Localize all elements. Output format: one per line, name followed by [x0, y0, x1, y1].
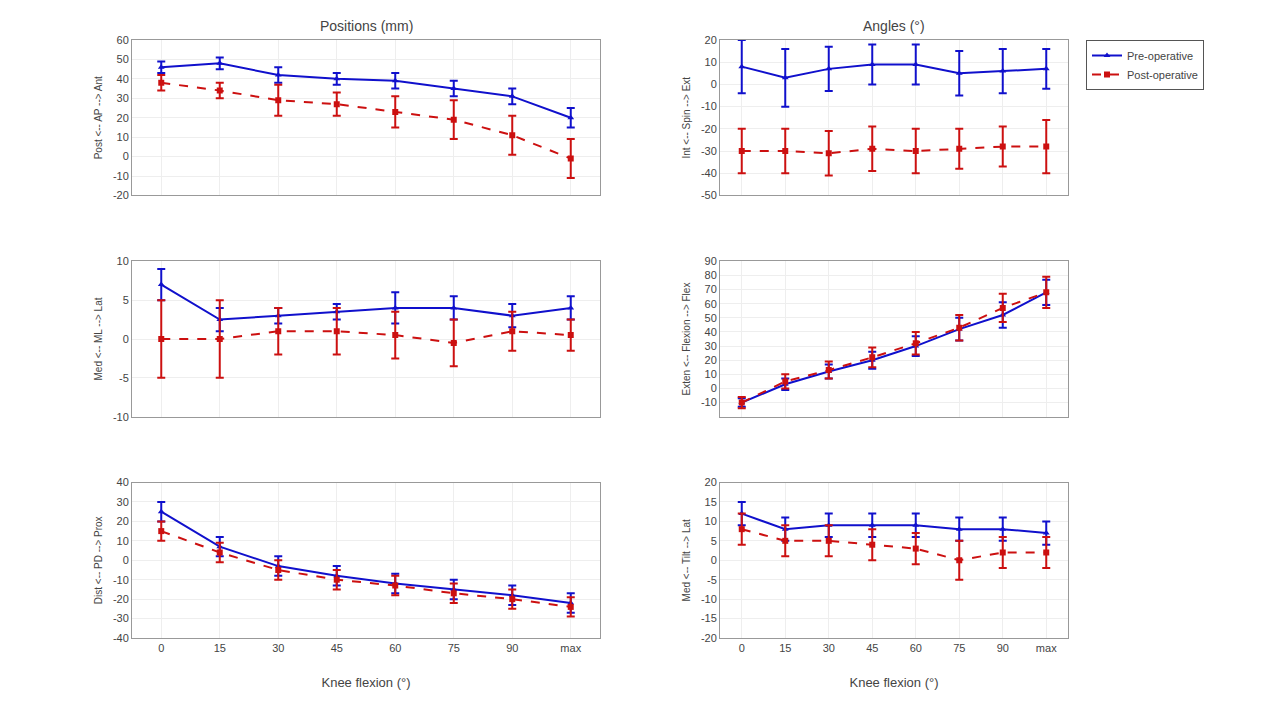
- svg-text:90: 90: [997, 642, 1009, 654]
- svg-text:0: 0: [711, 554, 717, 566]
- svg-text:-20: -20: [701, 632, 717, 644]
- svg-text:Knee flexion (°): Knee flexion (°): [321, 675, 410, 690]
- svg-text:75: 75: [448, 642, 460, 654]
- svg-text:0: 0: [739, 642, 745, 654]
- svg-text:-30: -30: [113, 612, 129, 624]
- svg-text:20: 20: [117, 112, 129, 124]
- svg-text:10: 10: [705, 56, 717, 68]
- svg-text:20: 20: [705, 354, 717, 366]
- svg-text:5: 5: [711, 535, 717, 547]
- svg-text:0: 0: [711, 78, 717, 90]
- svg-text:Post <-- AP --> Ant: Post <-- AP --> Ant: [93, 76, 104, 159]
- svg-text:Med <-- ML --> Lat: Med <-- ML --> Lat: [93, 297, 104, 380]
- svg-text:-20: -20: [113, 593, 129, 605]
- svg-text:0: 0: [123, 150, 129, 162]
- svg-text:5: 5: [123, 294, 129, 306]
- svg-text:20: 20: [705, 476, 717, 488]
- svg-text:-50: -50: [701, 189, 717, 201]
- svg-text:Pre-operative: Pre-operative: [1127, 50, 1193, 62]
- svg-text:Angles (°): Angles (°): [863, 18, 925, 34]
- svg-text:-10: -10: [701, 100, 717, 112]
- svg-text:10: 10: [117, 131, 129, 143]
- svg-text:10: 10: [705, 515, 717, 527]
- svg-text:0: 0: [158, 642, 164, 654]
- svg-text:-20: -20: [701, 123, 717, 135]
- svg-text:-10: -10: [701, 396, 717, 408]
- svg-text:40: 40: [117, 73, 129, 85]
- svg-text:15: 15: [705, 496, 717, 508]
- svg-text:30: 30: [705, 340, 717, 352]
- svg-text:80: 80: [705, 269, 717, 281]
- svg-text:40: 40: [705, 326, 717, 338]
- svg-text:Med <-- Tilt --> Lat: Med <-- Tilt --> Lat: [681, 519, 692, 601]
- svg-text:30: 30: [823, 642, 835, 654]
- svg-text:30: 30: [117, 496, 129, 508]
- svg-text:Post-operative: Post-operative: [1127, 69, 1198, 81]
- svg-text:70: 70: [705, 283, 717, 295]
- svg-text:15: 15: [779, 642, 791, 654]
- svg-text:-10: -10: [113, 411, 129, 423]
- svg-text:-20: -20: [113, 189, 129, 201]
- svg-text:60: 60: [389, 642, 401, 654]
- svg-text:Dist <-- PD --> Prox: Dist <-- PD --> Prox: [93, 516, 104, 604]
- svg-text:10: 10: [117, 535, 129, 547]
- svg-text:45: 45: [331, 642, 343, 654]
- svg-text:-15: -15: [701, 612, 717, 624]
- svg-text:30: 30: [117, 92, 129, 104]
- svg-text:Exten <-- Flexion --> Flex: Exten <-- Flexion --> Flex: [681, 283, 692, 396]
- svg-text:50: 50: [117, 53, 129, 65]
- svg-text:-10: -10: [701, 593, 717, 605]
- svg-text:0: 0: [123, 333, 129, 345]
- svg-text:Int <-- Spin --> Ext: Int <-- Spin --> Ext: [681, 77, 692, 159]
- svg-text:-40: -40: [113, 632, 129, 644]
- svg-text:15: 15: [214, 642, 226, 654]
- svg-text:60: 60: [117, 34, 129, 46]
- svg-text:20: 20: [117, 515, 129, 527]
- svg-text:10: 10: [117, 255, 129, 267]
- svg-text:-30: -30: [701, 145, 717, 157]
- svg-text:75: 75: [953, 642, 965, 654]
- svg-text:-40: -40: [701, 167, 717, 179]
- svg-text:max: max: [1036, 642, 1057, 654]
- svg-text:-10: -10: [113, 574, 129, 586]
- svg-text:0: 0: [711, 382, 717, 394]
- svg-text:60: 60: [910, 642, 922, 654]
- svg-text:50: 50: [705, 312, 717, 324]
- svg-text:Knee flexion (°): Knee flexion (°): [849, 675, 938, 690]
- svg-text:max: max: [560, 642, 581, 654]
- svg-text:20: 20: [705, 34, 717, 46]
- svg-text:Positions (mm): Positions (mm): [320, 18, 413, 34]
- svg-text:-5: -5: [119, 372, 129, 384]
- svg-text:40: 40: [117, 476, 129, 488]
- svg-text:90: 90: [705, 255, 717, 267]
- svg-text:10: 10: [705, 368, 717, 380]
- svg-text:45: 45: [866, 642, 878, 654]
- svg-text:60: 60: [705, 298, 717, 310]
- svg-text:90: 90: [506, 642, 518, 654]
- svg-text:-10: -10: [113, 170, 129, 182]
- svg-text:30: 30: [272, 642, 284, 654]
- svg-text:-5: -5: [707, 574, 717, 586]
- svg-text:0: 0: [123, 554, 129, 566]
